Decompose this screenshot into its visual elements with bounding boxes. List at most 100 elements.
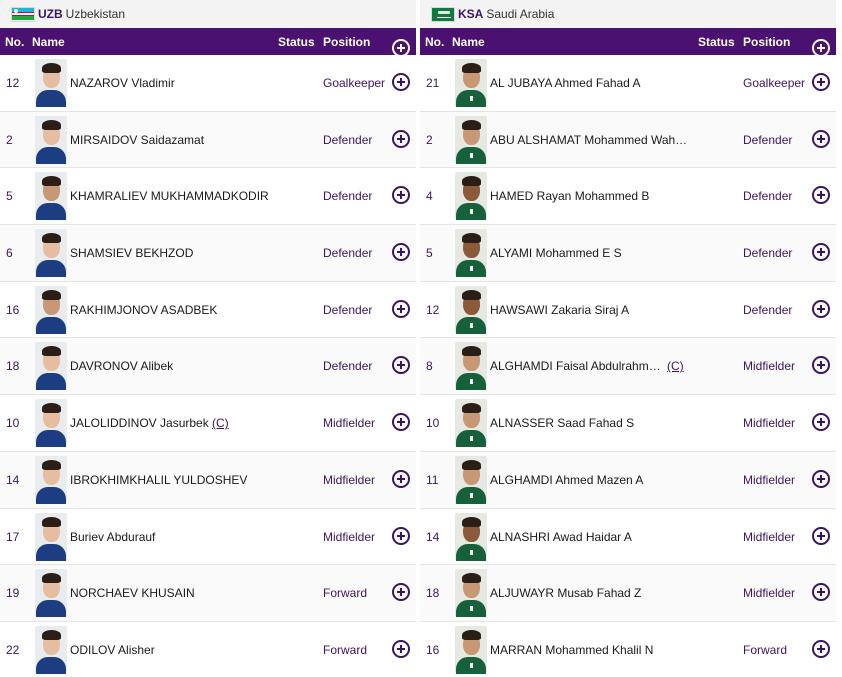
column-status: Status [698, 35, 735, 49]
player-row[interactable]: 4 HAMED Rayan Mohammed B Defender [420, 168, 836, 226]
add-player-button[interactable] [812, 639, 830, 661]
add-player-button[interactable] [392, 186, 410, 207]
player-name[interactable]: ALGHAMDI Faisal Abdulrahm… [490, 359, 661, 374]
add-player-button[interactable] [392, 413, 410, 434]
add-circle-icon [812, 186, 830, 205]
player-name[interactable]: MIRSAIDOV Saidazamat [70, 132, 205, 147]
add-player-button[interactable] [812, 356, 830, 377]
add-player-button[interactable] [392, 639, 410, 661]
player-position: Forward [323, 642, 368, 657]
add-player-button[interactable] [392, 129, 410, 151]
player-photo [35, 229, 67, 278]
captain-badge[interactable]: (C) [667, 359, 684, 374]
add-player-button[interactable] [812, 469, 830, 491]
add-player-button[interactable] [812, 583, 830, 604]
player-row[interactable]: 11 ALGHAMDI Ahmed Mazen A Midfielder [420, 451, 836, 509]
team-name: Saudi Arabia [486, 7, 555, 21]
player-name[interactable]: HAMED Rayan Mohammed B [490, 189, 650, 204]
player-name[interactable]: HAWSAWI Zakaria Siraj A [490, 302, 630, 317]
player-number: 8 [426, 359, 433, 374]
player-name[interactable]: ABU ALSHAMAT Mohammed Wah… [490, 132, 688, 147]
player-position: Midfielder [743, 472, 796, 487]
player-position: Defender [323, 359, 373, 374]
player-row[interactable]: 5 KHAMRALIEV MUKHAMMADKODIR Defender [0, 168, 416, 226]
player-name[interactable]: IBROKHIMKHALIL YULDOSHEV [70, 472, 248, 487]
player-row[interactable]: 2 ABU ALSHAMAT Mohammed Wah… Defender [420, 111, 836, 169]
player-name[interactable]: DAVRONOV Alibek [70, 359, 174, 374]
player-name[interactable]: NAZAROV Vladimir [70, 76, 175, 90]
player-row[interactable]: 14 IBROKHIMKHALIL YULDOSHEV Midfielder [0, 451, 416, 509]
player-row[interactable]: 22 ODILOV Alisher Forward [0, 622, 416, 677]
player-row[interactable]: 17 Buriev Abdurauf Midfielder [0, 509, 416, 566]
add-player-button[interactable] [392, 299, 410, 321]
player-row[interactable]: 21 AL JUBAYA Ahmed Fahad A Goalkeeper [420, 55, 836, 112]
player-name[interactable]: Buriev Abdurauf [70, 529, 156, 544]
team-header: KSA Saudi Arabia [420, 0, 836, 28]
player-row[interactable]: 5 ALYAMI Mohammed E S Defender [420, 225, 836, 282]
player-name[interactable]: ALJUWAYR Musab Fahad Z [490, 586, 642, 601]
add-player-button[interactable] [812, 73, 830, 94]
add-circle-icon [392, 129, 410, 148]
player-photo [35, 285, 67, 334]
player-position: Forward [743, 642, 788, 657]
player-row[interactable]: 6 SHAMSIEV BEKHZOD Defender [0, 225, 416, 282]
player-row[interactable]: 16 RAKHIMJONOV ASADBEK Defender [0, 282, 416, 339]
add-circle-icon [392, 639, 410, 658]
add-player-button[interactable] [812, 186, 830, 207]
player-number: 10 [6, 416, 20, 431]
player-name[interactable]: ALNASHRI Awad Haidar A [490, 529, 632, 544]
player-row[interactable]: 14 ALNASHRI Awad Haidar A Midfielder [420, 509, 836, 566]
player-position: Forward [323, 586, 368, 601]
player-name[interactable]: ODILOV Alisher [70, 642, 155, 657]
player-number: 6 [6, 246, 13, 261]
add-player-button[interactable] [392, 469, 410, 491]
player-photo [35, 625, 67, 674]
add-player-button[interactable] [812, 243, 830, 264]
player-row[interactable]: 8 ALGHAMDI Faisal Abdulrahm… (C) Midfielder [420, 338, 836, 396]
player-photo [455, 399, 487, 448]
add-player-button[interactable] [812, 299, 830, 321]
add-circle-icon [812, 129, 830, 148]
uzbekistan-flag-icon [11, 6, 35, 22]
player-position: Midfielder [323, 529, 376, 544]
player-name[interactable]: NORCHAEV KHUSAIN [70, 586, 195, 601]
player-name[interactable]: RAKHIMJONOV ASADBEK [70, 302, 218, 317]
add-player-button[interactable] [812, 526, 830, 548]
add-circle-icon [392, 73, 410, 91]
player-photo [455, 455, 487, 504]
add-player-button[interactable] [392, 243, 410, 264]
player-name[interactable]: KHAMRALIEV MUKHAMMADKODIR [70, 189, 269, 204]
player-name[interactable]: ALNASSER Saad Fahad S [490, 416, 635, 431]
add-circle-icon [392, 299, 410, 318]
add-circle-icon [392, 356, 410, 375]
player-row[interactable]: 18 DAVRONOV Alibek Defender [0, 338, 416, 396]
add-player-button[interactable] [392, 73, 410, 94]
player-photo [455, 59, 487, 107]
player-row[interactable]: 16 MARRAN Mohammed Khalil N Forward [420, 622, 836, 677]
player-position: Defender [743, 132, 793, 147]
add-circle-icon [812, 73, 830, 91]
player-name[interactable]: MARRAN Mohammed Khalil N [490, 642, 654, 657]
player-row[interactable]: 2 MIRSAIDOV Saidazamat Defender [0, 111, 416, 169]
player-row[interactable]: 18 ALJUWAYR Musab Fahad Z Midfielder [420, 565, 836, 622]
player-photo [35, 399, 67, 448]
add-player-button[interactable] [812, 129, 830, 151]
captain-badge[interactable]: (C) [212, 416, 229, 431]
player-name[interactable]: ALGHAMDI Ahmed Mazen A [490, 472, 644, 487]
player-row[interactable]: 19 NORCHAEV KHUSAIN Forward [0, 565, 416, 622]
player-row[interactable]: 10 ALNASSER Saad Fahad S Midfielder [420, 395, 836, 452]
player-row[interactable]: 10 JALOLIDDINOV Jasurbek (C) Midfielder [0, 395, 416, 452]
player-name[interactable]: SHAMSIEV BEKHZOD [70, 246, 194, 261]
player-row[interactable]: 12 HAWSAWI Zakaria Siraj A Defender [420, 282, 836, 339]
add-player-button[interactable] [392, 356, 410, 377]
player-photo [35, 512, 67, 561]
add-circle-icon [392, 469, 410, 488]
add-player-button[interactable] [392, 583, 410, 604]
add-player-button[interactable] [392, 526, 410, 548]
player-photo [455, 285, 487, 334]
player-name[interactable]: AL JUBAYA Ahmed Fahad A [490, 76, 641, 90]
add-player-button[interactable] [812, 413, 830, 434]
player-name[interactable]: ALYAMI Mohammed E S [490, 246, 622, 261]
player-photo [35, 455, 67, 504]
player-row[interactable]: 12 NAZAROV Vladimir Goalkeeper [0, 55, 416, 112]
